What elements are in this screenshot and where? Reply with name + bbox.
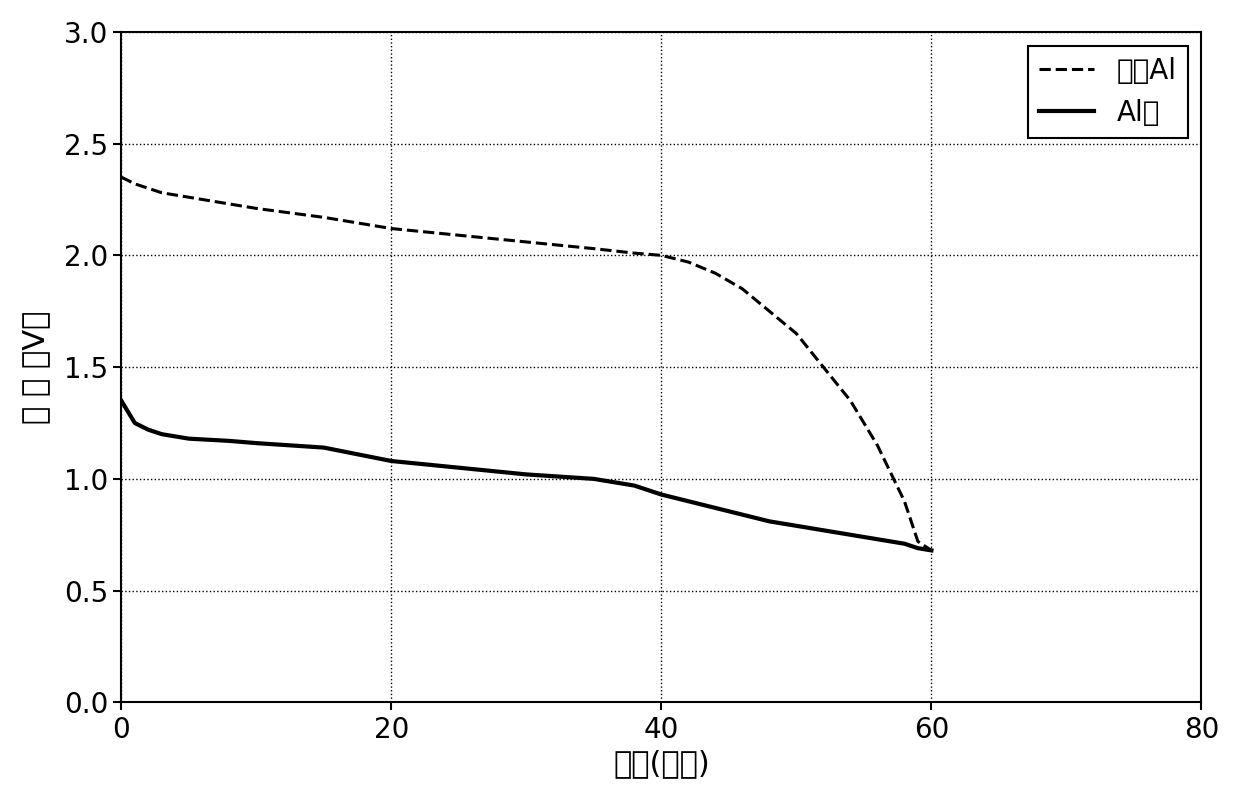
Al箔 xyxy=(897,539,911,548)
Al箔 xyxy=(708,503,723,513)
离子Al xyxy=(316,213,331,222)
Al箔 xyxy=(384,456,399,466)
离子Al xyxy=(843,396,858,405)
Al箔 xyxy=(587,474,601,483)
Al箔 xyxy=(735,510,750,519)
Al箔 xyxy=(120,407,135,416)
Al箔 xyxy=(789,521,804,531)
离子Al xyxy=(451,230,466,240)
Line: 离子Al: 离子Al xyxy=(122,177,931,551)
离子Al xyxy=(897,496,911,506)
Al箔 xyxy=(761,517,776,527)
离子Al xyxy=(681,257,696,267)
离子Al xyxy=(627,248,642,258)
Al箔 xyxy=(681,496,696,506)
Legend: 离子Al, Al箔: 离子Al, Al箔 xyxy=(1028,46,1188,138)
X-axis label: 时间(分钟): 时间(分钟) xyxy=(613,749,709,778)
Al箔 xyxy=(910,543,925,553)
离子Al xyxy=(128,179,143,189)
离子Al xyxy=(789,329,804,339)
Al箔 xyxy=(154,429,169,439)
离子Al xyxy=(735,284,750,294)
Al箔 xyxy=(518,470,533,479)
离子Al xyxy=(587,244,601,253)
离子Al xyxy=(114,173,129,182)
Al箔 xyxy=(653,490,668,499)
Al箔 xyxy=(816,526,831,535)
离子Al xyxy=(222,199,237,209)
Al箔 xyxy=(924,546,939,555)
离子Al xyxy=(249,204,264,213)
Al箔 xyxy=(843,530,858,539)
离子Al xyxy=(653,251,668,260)
离子Al xyxy=(708,268,723,278)
Al箔 xyxy=(249,439,264,448)
离子Al xyxy=(924,546,939,555)
离子Al xyxy=(870,440,885,450)
离子Al xyxy=(518,237,533,247)
Al箔 xyxy=(451,463,466,472)
Y-axis label: 电 压 （V）: 电 压 （V） xyxy=(21,311,50,423)
离子Al xyxy=(181,193,196,202)
离子Al xyxy=(816,362,831,372)
Al箔 xyxy=(870,535,885,544)
离子Al xyxy=(384,224,399,233)
离子Al xyxy=(910,537,925,547)
Al箔 xyxy=(141,425,156,435)
Al箔 xyxy=(181,434,196,443)
离子Al xyxy=(761,307,776,316)
Al箔 xyxy=(128,418,143,427)
Al箔 xyxy=(114,396,129,405)
Al箔 xyxy=(627,481,642,491)
Al箔 xyxy=(222,436,237,446)
Line: Al箔: Al箔 xyxy=(122,400,931,551)
Al箔 xyxy=(316,443,331,452)
离子Al xyxy=(154,188,169,197)
